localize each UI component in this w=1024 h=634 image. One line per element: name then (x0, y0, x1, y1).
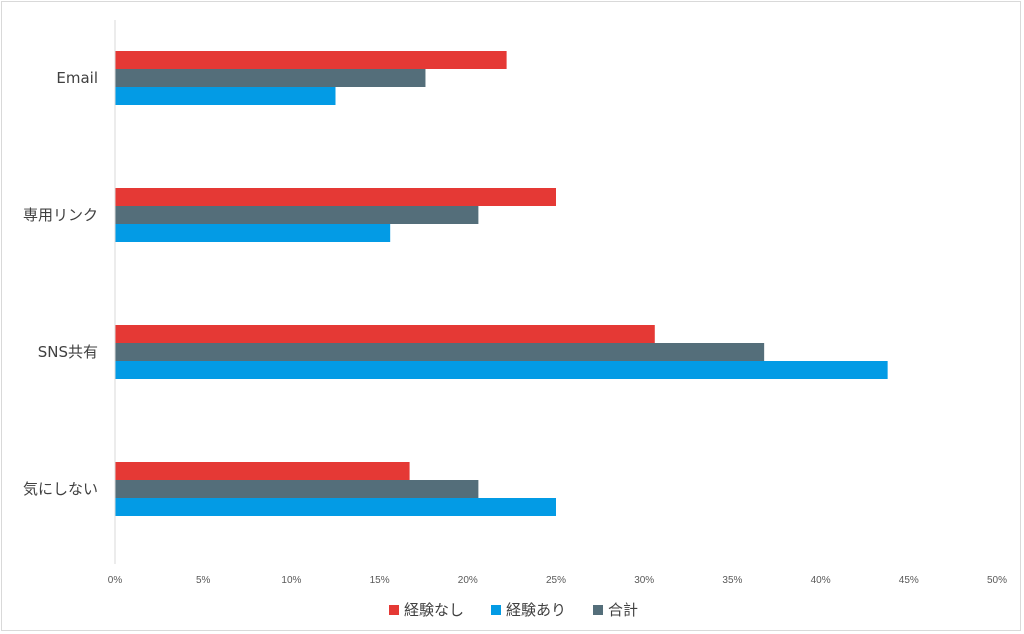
bar-4-1 (115, 462, 410, 480)
bar-2-2 (115, 206, 479, 224)
bar-1-1 (115, 51, 507, 69)
bar-2-1 (115, 188, 556, 206)
category-label-4: 気にしない (23, 480, 98, 498)
x-tick-label-8: 35% (722, 575, 742, 586)
legend-swatch-2 (491, 605, 501, 615)
category-label-3: SNS共有 (38, 343, 98, 361)
legend-swatch-3 (593, 605, 603, 615)
x-tick-label-3: 10% (281, 575, 301, 586)
x-tick-label-6: 25% (546, 575, 566, 586)
bar-1-2 (115, 69, 426, 87)
x-tick-label-10: 45% (899, 575, 919, 586)
legend-label-2: 経験あり (506, 601, 566, 619)
x-tick-label-4: 15% (370, 575, 390, 586)
bar-3-3 (115, 361, 888, 379)
bar-3-1 (115, 325, 655, 343)
legend-label-1: 経験なし (404, 601, 464, 619)
x-tick-label-11: 50% (987, 575, 1007, 586)
legend-swatch-1 (389, 605, 399, 615)
bar-2-3 (115, 224, 391, 242)
bar-4-3 (115, 498, 556, 516)
bar-4-2 (115, 480, 479, 498)
legend-label-3: 合計 (608, 601, 638, 619)
category-label-1: Email (56, 69, 98, 87)
x-tick-label-5: 20% (458, 575, 478, 586)
x-tick-label-2: 5% (196, 575, 211, 586)
category-label-2: 専用リンク (23, 206, 98, 224)
x-tick-label-9: 40% (811, 575, 831, 586)
bar-1-3 (115, 87, 336, 105)
x-tick-label-7: 30% (634, 575, 654, 586)
bar-3-2 (115, 343, 765, 361)
x-tick-label-1: 0% (108, 575, 123, 586)
